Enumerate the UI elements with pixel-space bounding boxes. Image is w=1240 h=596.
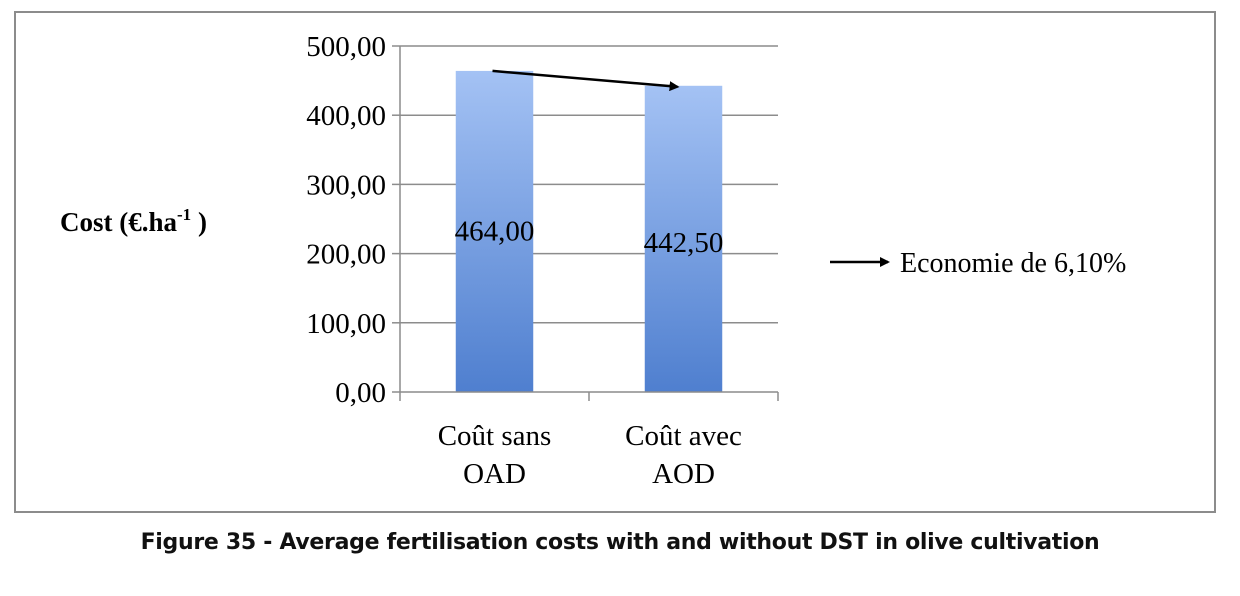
y-axis-label-sup: -1 (177, 205, 191, 224)
y-tick-label: 300,00 (306, 169, 386, 201)
y-tick-label: 100,00 (306, 308, 386, 340)
axes (399, 46, 779, 401)
x-tick-labels: Coût sans OAD Coût avec AOD (438, 420, 742, 490)
data-label: 442,50 (644, 227, 724, 259)
chart-frame (14, 11, 1216, 513)
y-tick-label: 400,00 (306, 100, 386, 132)
x-tick-label: Coût sans (438, 420, 552, 452)
savings-legend: Economie de 6,10% (830, 248, 1126, 279)
y-axis-label: Cost (€.ha-1 ) (60, 205, 207, 237)
savings-legend-text: Economie de 6,10% (900, 248, 1126, 279)
bar (455, 70, 534, 393)
y-tick-labels: 0,00 100,00 200,00 300,00 400,00 500,00 (306, 31, 386, 409)
figure-caption: Figure 35 - Average fertilisation costs … (140, 530, 1100, 555)
savings-arrow (492, 69, 680, 92)
data-labels: 464,00 442,50 (455, 215, 724, 258)
y-tick-label: 500,00 (306, 31, 386, 63)
y-tick-label: 0,00 (335, 377, 386, 409)
y-axis-label-close: ) (191, 207, 207, 237)
x-tick-label: AOD (652, 458, 715, 490)
y-axis-label-main: Cost (€.ha (60, 207, 178, 237)
y-tick-label: 200,00 (306, 239, 386, 271)
data-label: 464,00 (455, 215, 535, 247)
bars (455, 70, 723, 393)
x-tick-label: Coût avec (625, 420, 742, 452)
bar (644, 85, 723, 392)
x-tick-label: OAD (463, 458, 526, 490)
